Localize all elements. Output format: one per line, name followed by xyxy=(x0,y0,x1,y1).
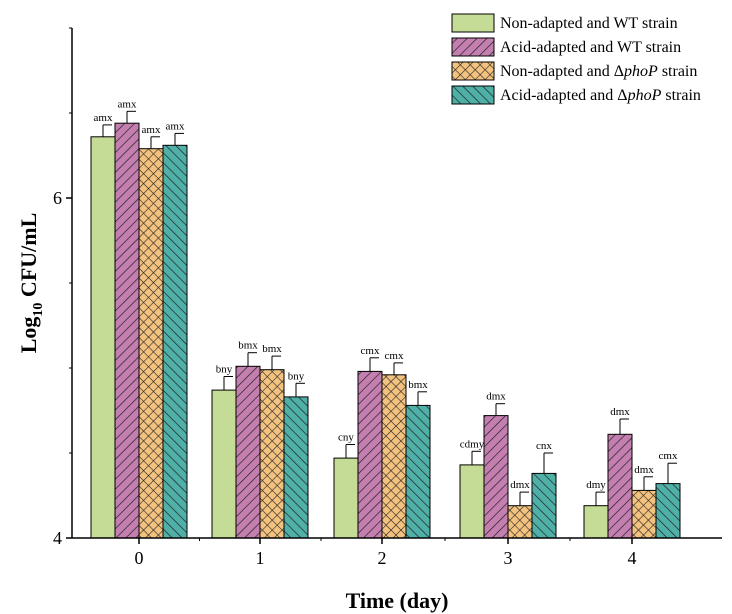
legend-swatch-0 xyxy=(451,13,495,33)
bar-s3-c1 xyxy=(283,396,309,539)
bar-label-s0-c2: cny xyxy=(338,432,354,444)
bar-s2-c2 xyxy=(381,374,407,539)
legend-swatch-2 xyxy=(451,61,495,81)
bar-s1-c1 xyxy=(235,365,261,539)
bar-label-s0-c3: cdmy xyxy=(460,438,485,450)
bar-s2-c4 xyxy=(631,489,657,539)
legend-swatch-3 xyxy=(451,85,495,105)
legend-label-2: Non-adapted and ΔphoP strain xyxy=(500,63,697,80)
bar-label-s0-c0: amx xyxy=(94,112,113,124)
bar-label-s1-c1: bmx xyxy=(238,340,258,352)
x-tick-label-4: 4 xyxy=(628,548,637,568)
legend: Non-adapted and WT strain Acid-adapted an… xyxy=(451,13,701,105)
bar-s1-c4 xyxy=(607,433,633,539)
y-axis-title-main: Log xyxy=(16,317,41,354)
x-tick-label-2: 2 xyxy=(378,548,387,568)
legend-swatch-1 xyxy=(451,37,495,57)
bar-s1-c2 xyxy=(357,370,383,539)
y-tick-label-1: 6 xyxy=(53,188,62,208)
bar-label-s3-c4: cmx xyxy=(659,450,678,462)
bar-label-s3-c3: cnx xyxy=(536,440,552,452)
bar-label-s0-c1: bny xyxy=(216,364,233,376)
y-axis-title-rest: CFU/mL xyxy=(16,213,41,303)
bar-s2-c0 xyxy=(138,148,164,539)
y-axis-title-sub: 10 xyxy=(31,303,46,317)
bars-layer xyxy=(90,110,681,539)
bar-s3-c0 xyxy=(162,144,188,539)
bar-s3-c3 xyxy=(531,472,557,539)
x-tick-label-3: 3 xyxy=(504,548,513,568)
bar-label-s1-c4: dmx xyxy=(610,406,630,418)
bar-label-s1-c3: dmx xyxy=(486,391,506,403)
bar-s1-c3 xyxy=(483,415,509,539)
bar-s3-c4 xyxy=(655,483,681,539)
bar-s3-c2 xyxy=(405,404,431,539)
x-tick-label-1: 1 xyxy=(256,548,265,568)
bar-s0-c0 xyxy=(90,136,116,539)
bar-label-s2-c4: dmx xyxy=(634,464,654,476)
bar-label-s2-c1: bmx xyxy=(262,343,282,355)
legend-label-1: Acid-adapted and WT strain xyxy=(500,39,681,56)
bar-s2-c1 xyxy=(259,369,285,539)
bar-s2-c3 xyxy=(507,505,533,539)
bar-label-s1-c2: cmx xyxy=(361,345,380,357)
bar-label-s2-c2: cmx xyxy=(385,350,404,362)
bar-s0-c4 xyxy=(583,505,609,539)
bar-s1-c0 xyxy=(114,122,140,539)
bar-s0-c2 xyxy=(333,457,359,539)
bar-label-s1-c0: amx xyxy=(118,98,137,110)
y-ticks: 46 xyxy=(53,27,72,548)
bar-label-s3-c1: bny xyxy=(288,370,305,382)
x-tick-label-0: 0 xyxy=(135,548,144,568)
x-ticks: 0 1 2 3 4 xyxy=(135,538,637,568)
bar-label-s2-c0: amx xyxy=(142,124,161,136)
bar-s0-c1 xyxy=(211,389,237,539)
bar-label-s0-c4: dmy xyxy=(586,479,606,491)
bar-label-s3-c0: amx xyxy=(166,120,185,132)
y-axis-title: Log10 CFU/mL xyxy=(16,213,46,354)
legend-label-0: Non-adapted and WT strain xyxy=(500,15,678,32)
bar-label-s2-c3: dmx xyxy=(510,479,530,491)
x-axis-title: Time (day) xyxy=(346,588,449,613)
y-tick-label-0: 4 xyxy=(53,528,62,548)
legend-label-3: Acid-adapted and ΔphoP strain xyxy=(500,87,701,104)
bar-label-s3-c2: bmx xyxy=(408,379,428,391)
bar-s0-c3 xyxy=(459,464,485,539)
